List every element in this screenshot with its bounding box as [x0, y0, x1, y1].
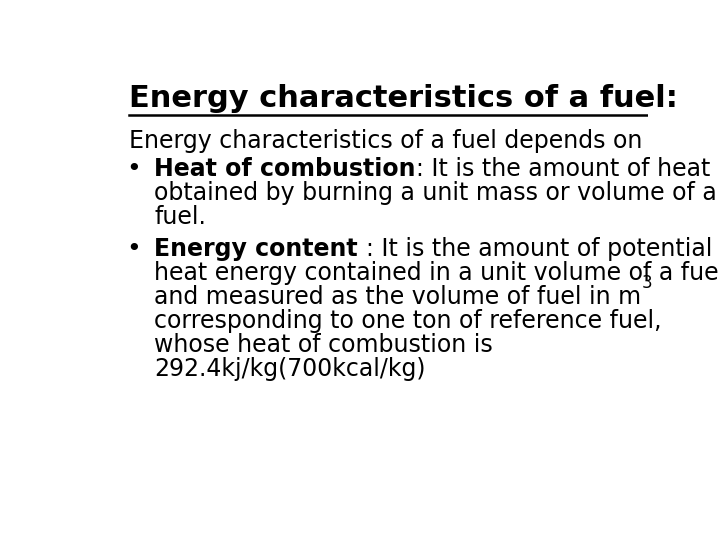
Text: Heat of combustion: Heat of combustion — [154, 157, 415, 181]
Text: •: • — [126, 157, 141, 181]
Text: corresponding to one ton of reference fuel,: corresponding to one ton of reference fu… — [154, 309, 662, 333]
Text: : It is the amount of potential: : It is the amount of potential — [366, 237, 712, 261]
Text: 292.4kj/kg(700kcal/kg): 292.4kj/kg(700kcal/kg) — [154, 357, 426, 381]
Text: heat energy contained in a unit volume of a fuel: heat energy contained in a unit volume o… — [154, 261, 720, 285]
Text: : It is the amount of heat: : It is the amount of heat — [415, 157, 710, 181]
Text: whose heat of combustion is: whose heat of combustion is — [154, 333, 493, 357]
Text: •: • — [126, 237, 141, 261]
Text: Energy characteristics of a fuel depends on: Energy characteristics of a fuel depends… — [129, 129, 642, 153]
Text: 3: 3 — [642, 274, 652, 292]
Text: and measured as the volume of fuel in m: and measured as the volume of fuel in m — [154, 285, 642, 309]
Text: Energy characteristics of a fuel:: Energy characteristics of a fuel: — [129, 84, 678, 112]
Text: obtained by burning a unit mass or volume of a: obtained by burning a unit mass or volum… — [154, 181, 717, 205]
Text: Energy content: Energy content — [154, 237, 366, 261]
Text: fuel.: fuel. — [154, 205, 206, 229]
